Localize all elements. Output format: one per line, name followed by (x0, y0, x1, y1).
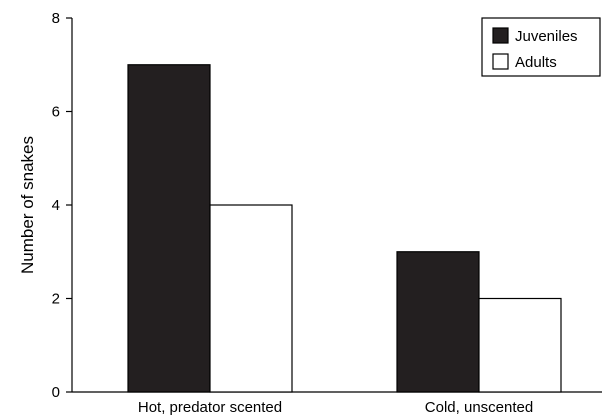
x-tick-label: Hot, predator scented (138, 399, 282, 416)
y-axis-title: Number of snakes (18, 136, 37, 274)
bar-juveniles-1 (396, 251, 480, 393)
legend-label-adults: Adults (515, 54, 557, 71)
x-tick-labels: Hot, predator scented Cold, unscented (138, 399, 533, 416)
legend-label-juveniles: Juveniles (515, 28, 578, 45)
bar-adults-0 (209, 204, 293, 393)
y-ticks: 0 2 4 6 8 (52, 10, 72, 401)
y-tick-label: 6 (52, 104, 60, 121)
legend: Juveniles Adults (481, 17, 601, 77)
y-tick-label: 8 (52, 10, 60, 27)
bar-adults-1 (478, 297, 562, 393)
y-tick-label: 2 (52, 291, 60, 308)
y-tick-label: 4 (52, 197, 60, 214)
bar-juveniles-0 (127, 64, 211, 393)
legend-swatch-adults (492, 53, 509, 70)
legend-swatch-juveniles (492, 27, 509, 44)
bars (127, 64, 562, 393)
x-tick-label: Cold, unscented (425, 399, 533, 416)
y-tick-label: 0 (52, 384, 60, 401)
